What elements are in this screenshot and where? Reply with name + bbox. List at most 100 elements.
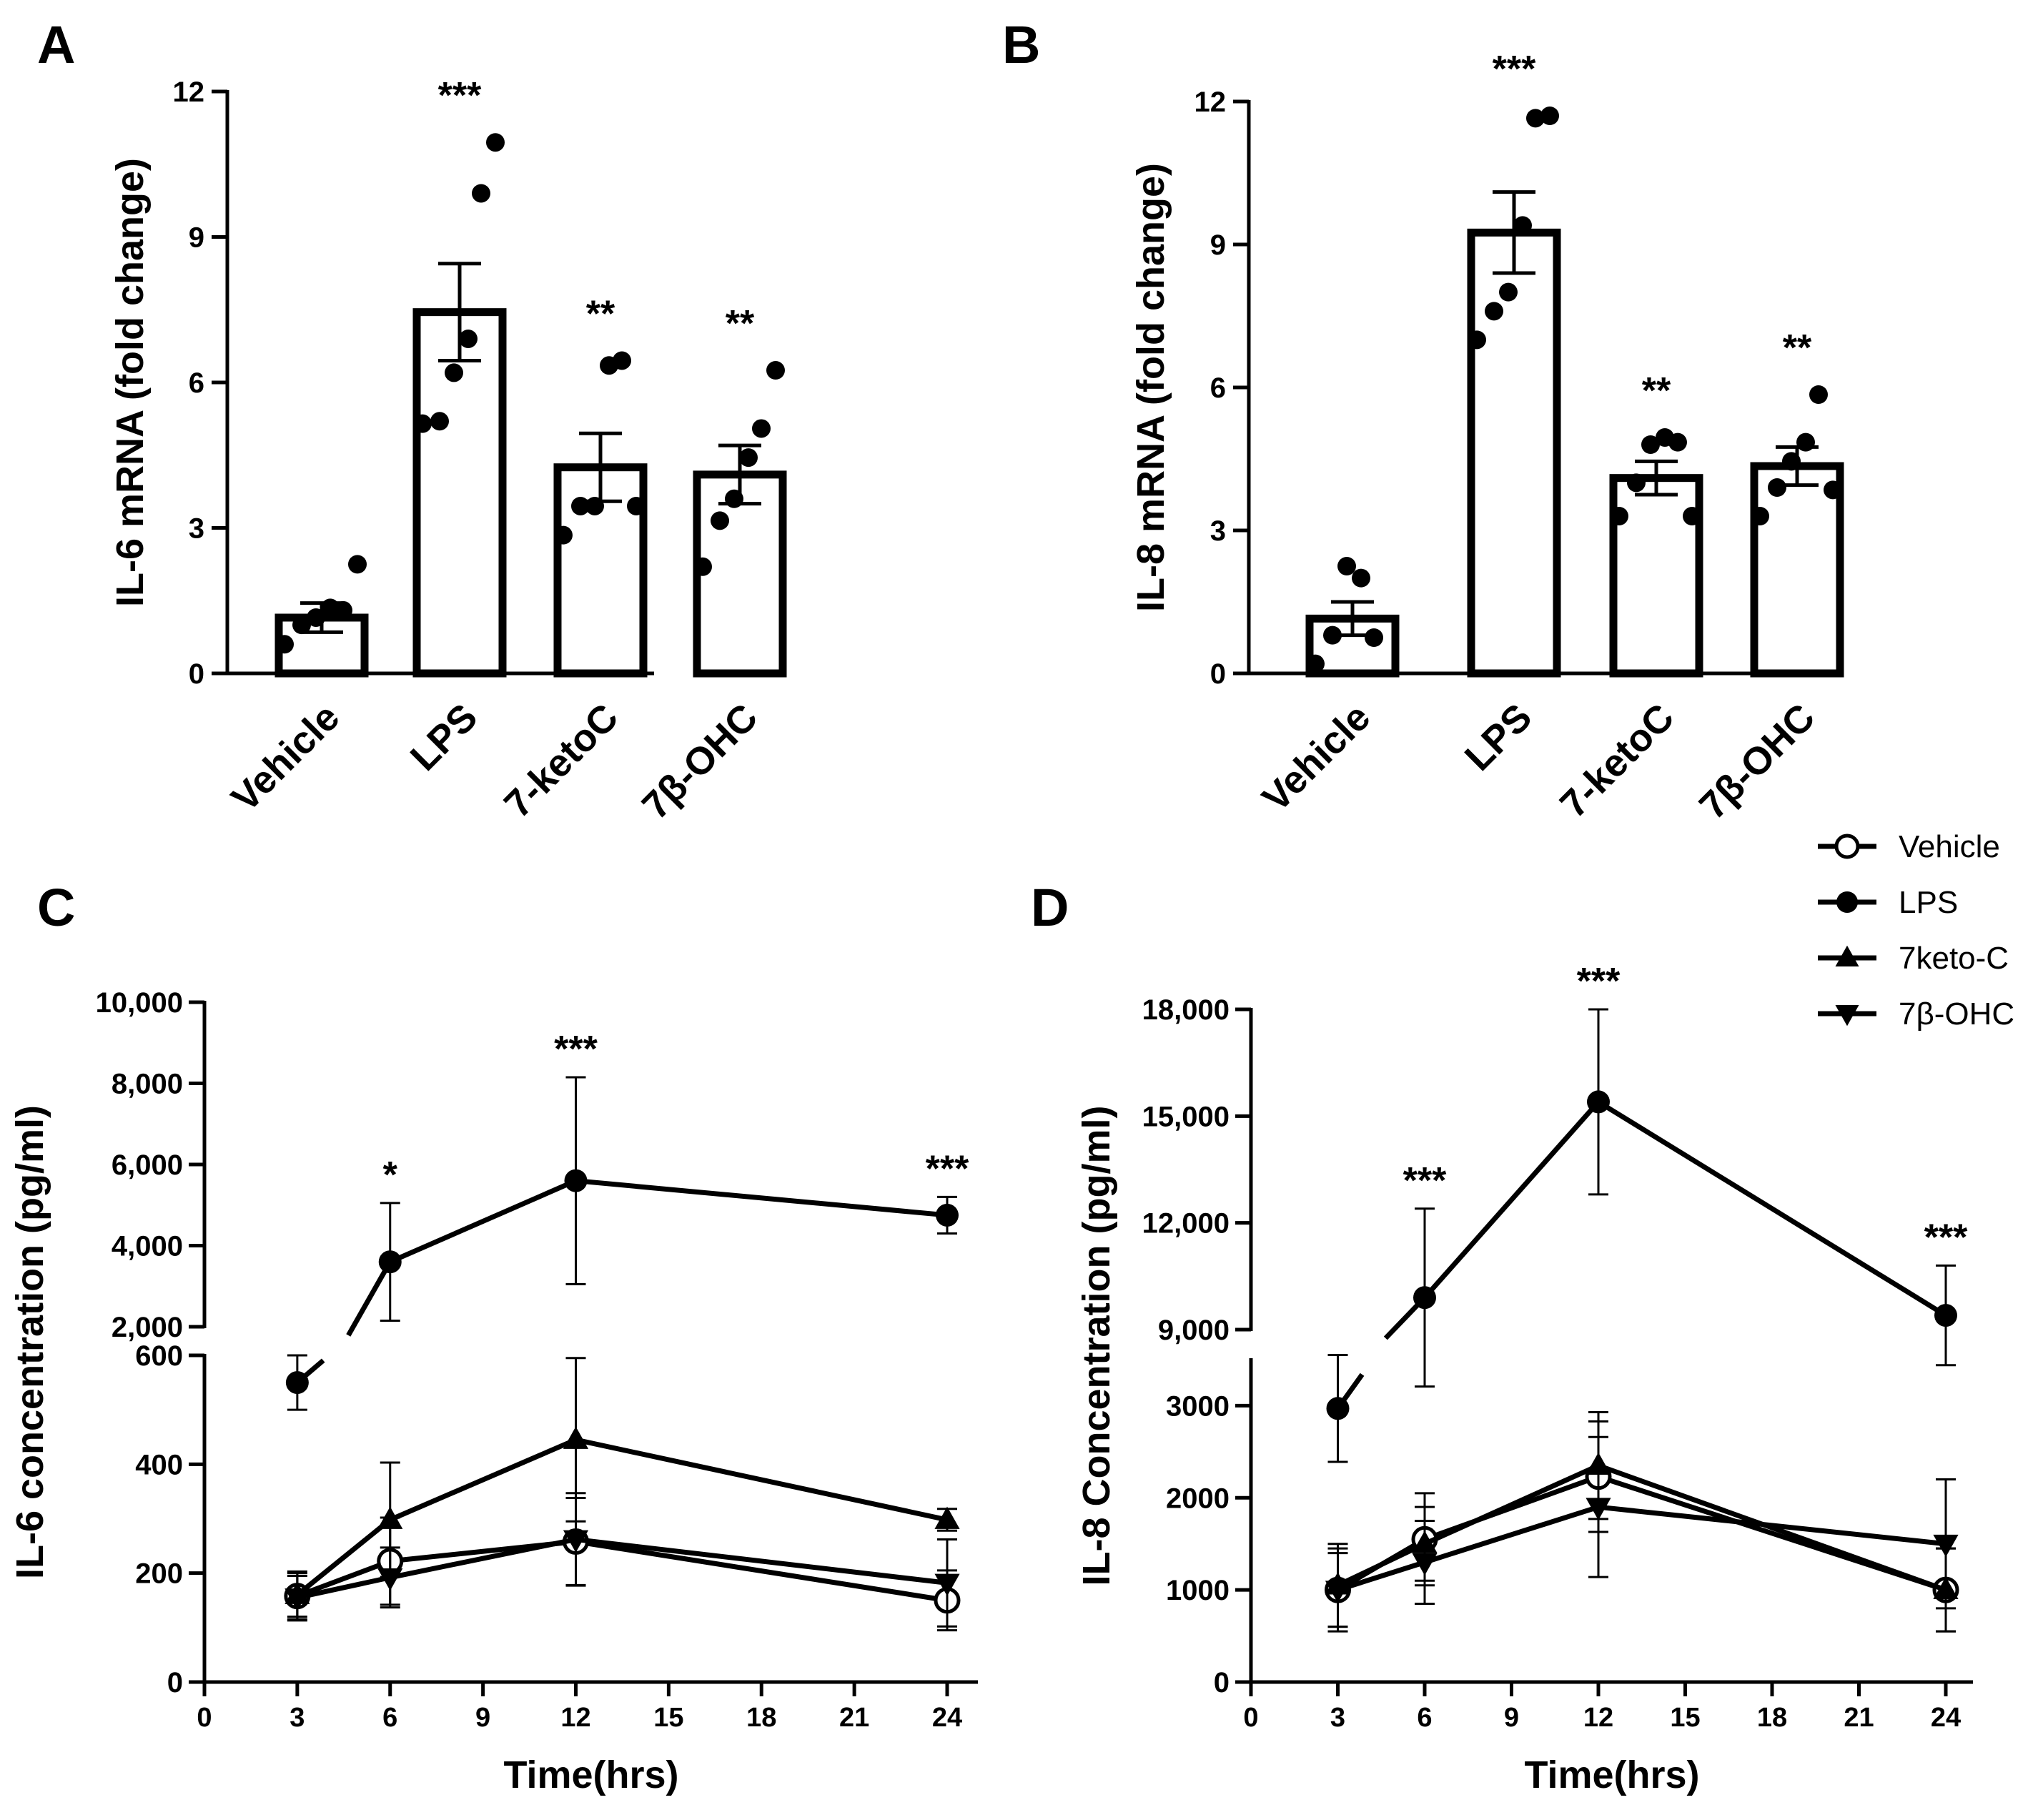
category-label: Vehicle: [1254, 696, 1378, 820]
legend-item: 7keto-C: [1818, 941, 2009, 976]
data-point: [1468, 330, 1486, 350]
significance-marker: ***: [926, 1148, 969, 1190]
data-point: [1641, 435, 1660, 454]
data-point: [1337, 557, 1356, 575]
y-tick-label: 8,000: [112, 1069, 183, 1100]
data-point: [725, 489, 743, 508]
y-axis-label: IL-6 concentration (pg/ml): [9, 1105, 51, 1579]
data-marker: [563, 1426, 589, 1449]
series-down-triangle: [1325, 1435, 1959, 1628]
legend-label: LPS: [1899, 885, 1958, 920]
y-tick-label: 0: [1214, 1667, 1230, 1698]
y-tick-label: 12,000: [1142, 1208, 1230, 1240]
data-marker: [1587, 1090, 1610, 1114]
legend-item: 7β-OHC: [1818, 996, 2014, 1032]
legend-item: Vehicle: [1818, 829, 2000, 864]
significance-marker: ***: [1403, 1160, 1447, 1202]
data-point: [752, 419, 771, 438]
y-tick-label: 9: [189, 222, 204, 254]
x-tick-label: 9: [1504, 1703, 1519, 1733]
y-tick-label: 6: [189, 367, 204, 399]
data-point: [1540, 107, 1559, 125]
data-marker: [377, 1506, 403, 1529]
data-marker: [1326, 1397, 1350, 1420]
data-point: [1824, 480, 1842, 500]
data-point: [307, 608, 325, 627]
x-tick-label: 15: [1670, 1703, 1700, 1733]
data-point: [334, 600, 352, 620]
category-label: Vehicle: [223, 696, 347, 820]
data-point: [275, 635, 294, 654]
data-point: [1796, 432, 1815, 452]
series-line: [1423, 1463, 1600, 1546]
series-line: [575, 1437, 948, 1523]
x-tick-label: 3: [1330, 1703, 1345, 1733]
panel-label: C: [37, 878, 75, 937]
data-point: [1306, 654, 1325, 673]
x-tick-label: 18: [1757, 1703, 1787, 1733]
x-tick-label: 6: [382, 1703, 397, 1733]
series-line: [296, 1558, 391, 1598]
legend-marker: [1835, 1005, 1859, 1027]
series-line: [389, 1178, 577, 1265]
y-tick-label: 0: [167, 1667, 183, 1698]
x-tick-label: 6: [1417, 1703, 1432, 1733]
x-tick-label: 12: [1583, 1703, 1613, 1733]
data-marker: [285, 1371, 309, 1395]
data-point: [1627, 473, 1646, 493]
data-marker: [1412, 1553, 1438, 1576]
data-point: [1610, 507, 1628, 525]
x-axis-label: Time(hrs): [503, 1754, 678, 1796]
data-point: [1683, 507, 1701, 525]
series-line: [346, 1260, 392, 1337]
category-label: 7-ketoC: [1552, 696, 1682, 826]
data-point: [1526, 109, 1545, 128]
x-tick-label: 24: [932, 1703, 962, 1733]
data-point: [571, 496, 590, 515]
data-point: [1513, 216, 1532, 235]
data-point: [1768, 478, 1786, 497]
category-label: 7-ketoC: [496, 696, 626, 826]
data-point: [1352, 568, 1370, 588]
legend-label: Vehicle: [1899, 829, 2000, 864]
data-marker: [564, 1169, 588, 1192]
series-line: [1598, 1504, 1947, 1547]
legend: Vehicle LPS 7keto-C 7β-OHC: [1818, 829, 2014, 1032]
significance-marker: ***: [438, 75, 482, 117]
x-tick-label: 9: [475, 1703, 490, 1733]
y-tick-label: 6: [1210, 372, 1226, 404]
significance-marker: **: [1783, 327, 1812, 369]
data-point: [627, 496, 645, 515]
x-axis-label: Time(hrs): [1524, 1754, 1699, 1796]
data-point: [1809, 385, 1828, 404]
series-open-circle: [1325, 1420, 1959, 1633]
data-point: [739, 448, 758, 468]
significance-marker: *: [383, 1154, 398, 1196]
y-tick-label: 15,000: [1142, 1101, 1230, 1132]
data-marker: [1413, 1286, 1436, 1310]
series-line: [295, 1518, 392, 1597]
data-point: [1323, 625, 1342, 645]
series-line: [297, 1575, 391, 1601]
series-filled-circle: [285, 1076, 959, 1411]
y-tick-label: 0: [1210, 658, 1226, 690]
legend-marker: [1834, 834, 1860, 859]
data-point: [1485, 302, 1503, 321]
data-marker: [1934, 1304, 1957, 1327]
bar: [1609, 474, 1703, 678]
category-label: LPS: [402, 696, 486, 779]
legend-item: LPS: [1818, 885, 1958, 920]
significance-marker: ***: [1924, 1217, 1968, 1258]
data-point: [459, 329, 478, 348]
series-down-triangle: [285, 1492, 960, 1628]
panel-label: A: [37, 15, 75, 74]
data-marker: [934, 1573, 960, 1596]
data-point: [486, 133, 505, 152]
panel-c: C 2,000 4,000 6,000 8,000 10,000 0 200 400 600 0 3 6…: [9, 878, 978, 1796]
y-tick-label: 0: [189, 658, 204, 690]
x-tick-label: 3: [290, 1703, 305, 1733]
data-point: [585, 496, 604, 515]
series-line: [1336, 1541, 1426, 1588]
y-axis-label: IL-8 mRNA (fold change): [1129, 163, 1172, 612]
